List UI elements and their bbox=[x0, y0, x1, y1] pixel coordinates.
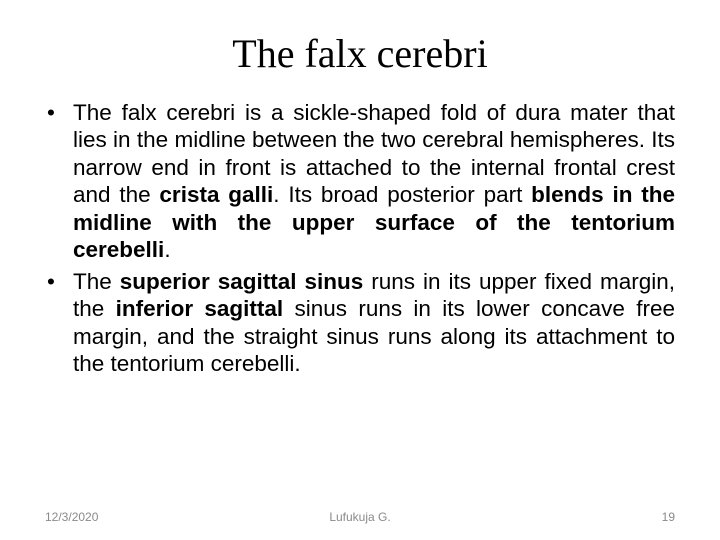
slide-title: The falx cerebri bbox=[45, 30, 675, 77]
bullet-marker: • bbox=[45, 268, 73, 378]
slide-content: • The falx cerebri is a sickle-shaped fo… bbox=[45, 99, 675, 377]
bullet-item: • The falx cerebri is a sickle-shaped fo… bbox=[45, 99, 675, 264]
bullet-marker: • bbox=[45, 99, 73, 264]
footer-author: Lufukuja G. bbox=[329, 510, 390, 524]
footer-page: 19 bbox=[662, 510, 675, 524]
bullet-text: The falx cerebri is a sickle-shaped fold… bbox=[73, 99, 675, 264]
slide-footer: 12/3/2020 Lufukuja G. 19 bbox=[45, 510, 675, 524]
bullet-text: The superior sagittal sinus runs in its … bbox=[73, 268, 675, 378]
footer-date: 12/3/2020 bbox=[45, 510, 98, 524]
bullet-item: • The superior sagittal sinus runs in it… bbox=[45, 268, 675, 378]
